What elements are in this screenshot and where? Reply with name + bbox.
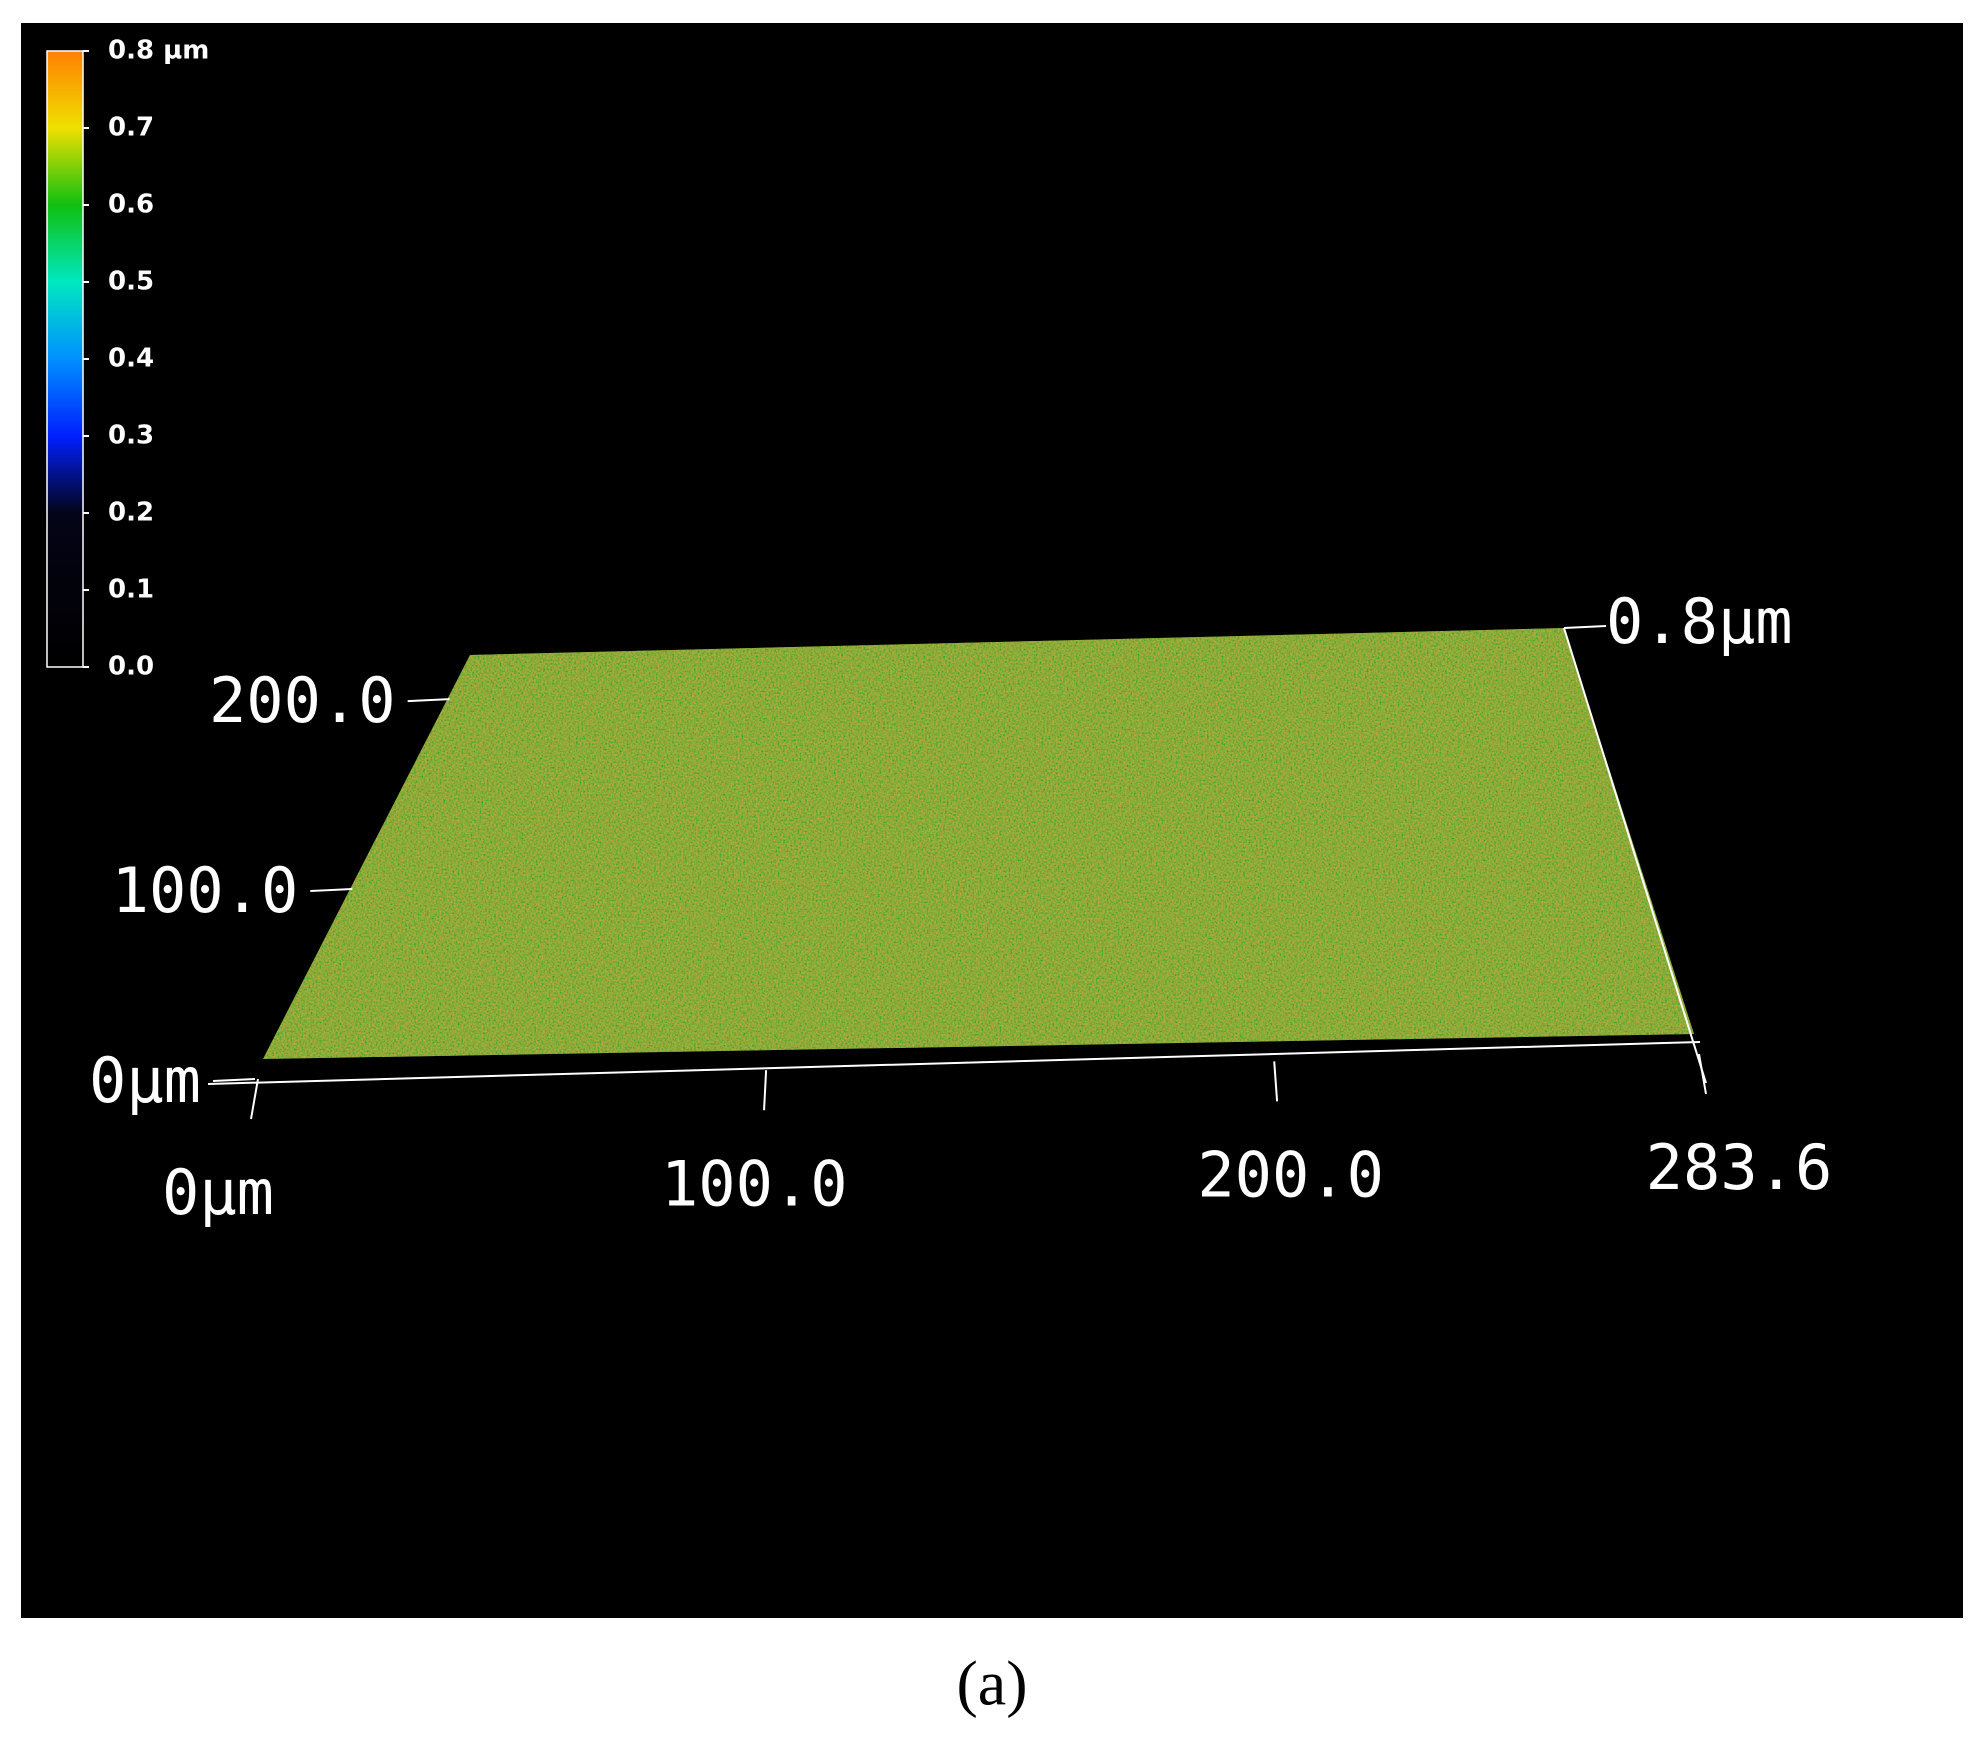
surface-texture bbox=[263, 628, 1694, 1059]
y-tick-label: 200.0 bbox=[209, 664, 396, 737]
x-tick bbox=[1273, 1061, 1279, 1102]
colorbar-tick-label: 0.0 bbox=[108, 652, 154, 682]
x-tick-label: 283.6 bbox=[1646, 1131, 1833, 1204]
colorbar-tick-label: 0.7 bbox=[108, 113, 154, 143]
colorbar-tick-label: 0.5 bbox=[108, 267, 154, 297]
colorbar-tick-label: 0.8 µm bbox=[108, 36, 209, 66]
y-tick-label: 0μm bbox=[89, 1044, 201, 1117]
x-tick-label: 0μm bbox=[162, 1156, 274, 1229]
z-tick-label: 0.8μm bbox=[1606, 585, 1793, 658]
x-tick bbox=[250, 1078, 259, 1120]
colorbar bbox=[46, 50, 84, 668]
y-tick bbox=[407, 698, 450, 703]
z-tick bbox=[1563, 625, 1607, 629]
colorbar-tick-label: 0.6 bbox=[108, 190, 154, 220]
x-tick-label: 200.0 bbox=[1197, 1138, 1384, 1211]
y-tick-label: 100.0 bbox=[112, 854, 299, 927]
x-axis-line bbox=[207, 1041, 1701, 1085]
x-tick bbox=[1698, 1053, 1707, 1095]
x-tick-label: 100.0 bbox=[661, 1147, 848, 1220]
colorbar-tick-label: 0.2 bbox=[108, 498, 154, 528]
x-tick bbox=[763, 1070, 768, 1111]
z-axis-line bbox=[1563, 627, 1707, 1084]
colorbar-tick-label: 0.1 bbox=[108, 575, 154, 605]
colorbar-tick-label: 0.4 bbox=[108, 344, 154, 374]
caption: (a) bbox=[956, 1648, 1027, 1719]
y-tick bbox=[212, 1078, 256, 1082]
y-tick bbox=[310, 888, 353, 893]
colorbar-tick-label: 0.3 bbox=[108, 421, 154, 451]
